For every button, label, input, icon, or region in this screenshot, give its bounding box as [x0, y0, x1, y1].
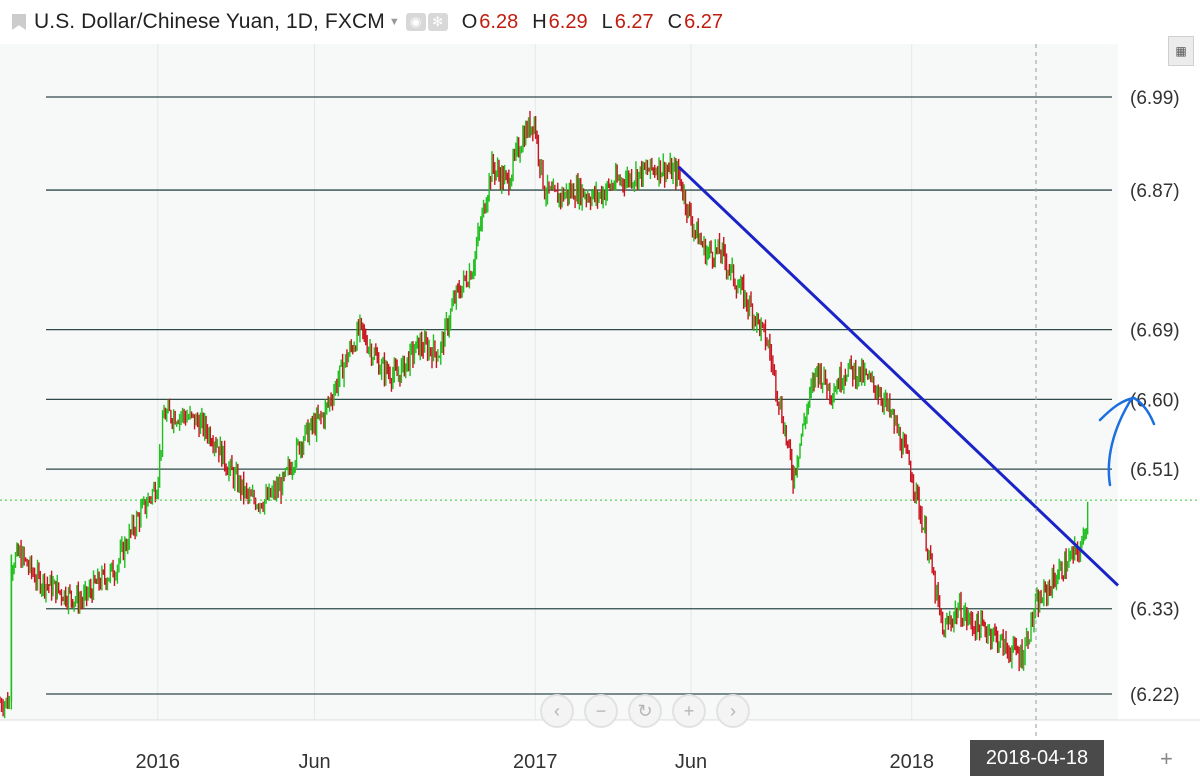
level-label-1: (6.87) — [1130, 181, 1180, 202]
x-tick-label-2: 2017 — [513, 751, 558, 773]
drawings — [0, 165, 1200, 587]
add-icon[interactable]: + — [1160, 746, 1173, 771]
eye-icon[interactable]: ◉ — [405, 13, 426, 31]
ohlc-high: H 6.29 — [532, 10, 588, 33]
chart-navigation: ‹ − ↻ + › — [540, 694, 750, 728]
x-tick-label-1: Jun — [298, 751, 330, 773]
ohlc-values: O 6.28 H 6.29 L 6.27 C 6.27 — [462, 11, 723, 34]
annotation-arrow-head — [1098, 396, 1156, 426]
trendline — [677, 165, 1120, 587]
chart-header: U.S. Dollar/Chinese Yuan, 1D, FXCM ▼ ◉ ✻… — [0, 0, 1200, 44]
reset-icon[interactable]: ↻ — [628, 694, 662, 728]
chevron-right-icon[interactable]: › — [716, 694, 750, 728]
crosshair-date-label: 2018-04-18 — [970, 740, 1104, 776]
time-axis-labels: 2016 Jun 2017 Jun 2018 — [136, 751, 934, 773]
price-series — [0, 110, 1089, 719]
minus-icon[interactable]: − — [584, 694, 618, 728]
annotation-arrow-shaft — [1107, 396, 1134, 487]
level-label-4: (6.51) — [1130, 460, 1180, 481]
level-label-5: (6.33) — [1130, 600, 1180, 621]
collapse-panel-button[interactable]: ▦ — [1168, 36, 1194, 66]
ohlc-open: O 6.28 — [461, 10, 519, 33]
x-tick-label-4: 2018 — [889, 751, 934, 773]
level-label-0: (6.99) — [1130, 88, 1180, 109]
level-label-2: (6.69) — [1130, 321, 1180, 342]
chevron-left-icon[interactable]: ‹ — [540, 694, 574, 728]
ohlc-close: C 6.27 — [667, 10, 724, 33]
gear-icon[interactable]: ✻ — [427, 13, 448, 31]
x-tick-label-0: 2016 — [136, 751, 181, 773]
ohlc-low: L 6.27 — [601, 10, 654, 33]
x-tick-label-3: Jun — [675, 751, 707, 773]
level-label-6: (6.22) — [1130, 685, 1180, 706]
plot-area — [0, 44, 1118, 720]
chevron-down-icon[interactable]: ▼ — [388, 16, 400, 28]
plus-icon[interactable]: + — [672, 694, 706, 728]
symbol-flag-icon — [12, 14, 26, 30]
price-axis — [1118, 44, 1200, 720]
vertical-gridlines — [157, 44, 913, 720]
symbol-title[interactable]: U.S. Dollar/Chinese Yuan, 1D, FXCM — [34, 10, 385, 33]
